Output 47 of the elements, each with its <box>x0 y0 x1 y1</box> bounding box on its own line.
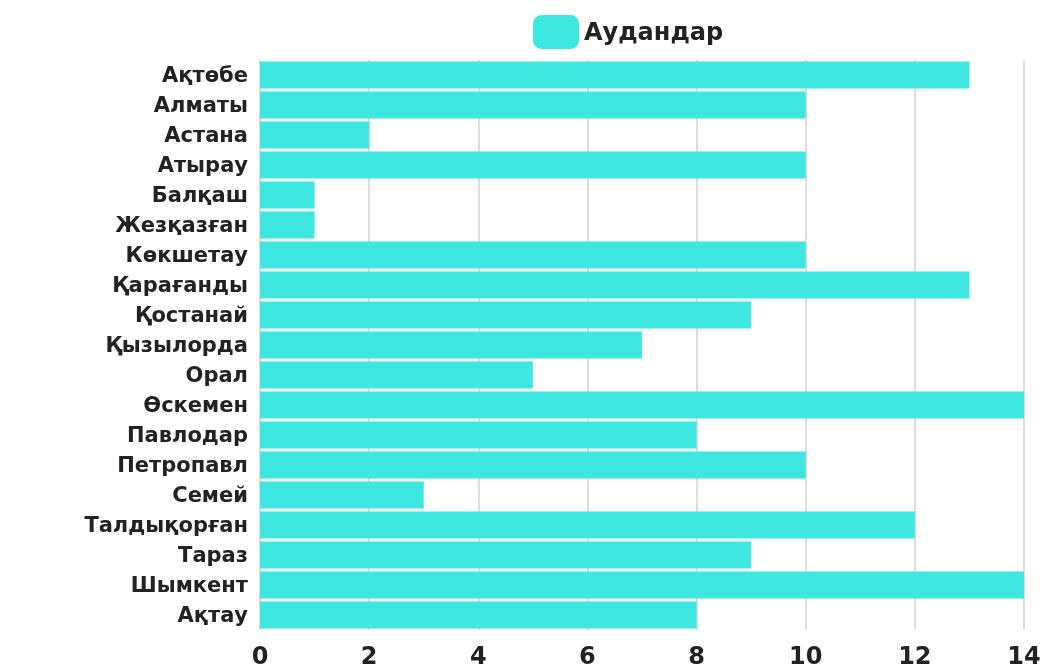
x-tick-label: 4 <box>469 642 487 668</box>
x-tick-label: 14 <box>1007 642 1041 668</box>
x-tick-label: 10 <box>789 642 823 668</box>
y-tick-label: Ақтөбе <box>161 63 248 87</box>
y-tick-label: Астана <box>164 123 248 147</box>
y-tick-label: Жезқазған <box>115 213 248 237</box>
legend-label: Аудандар <box>584 18 724 46</box>
bar <box>260 211 315 239</box>
bar <box>260 241 806 269</box>
y-tick-label: Алматы <box>153 93 248 117</box>
y-tick-label: Өскемен <box>143 393 248 417</box>
bar <box>260 151 806 179</box>
y-tick-label: Шымкент <box>130 573 249 597</box>
bar <box>260 571 1024 599</box>
bar <box>260 271 970 299</box>
bar <box>260 421 697 449</box>
bar <box>260 181 315 209</box>
bar <box>260 481 424 509</box>
y-tick-label: Қостанай <box>135 303 248 327</box>
y-tick-label: Қарағанды <box>112 273 248 297</box>
bar <box>260 541 752 569</box>
y-tick-label: Павлодар <box>126 423 248 447</box>
y-tick-label: Орал <box>185 363 248 387</box>
bar <box>260 511 915 539</box>
y-tick-label: Атырау <box>157 153 249 177</box>
bar <box>260 301 752 329</box>
y-tick-label: Талдықорған <box>84 513 248 537</box>
y-tick-label: Балқаш <box>151 183 248 207</box>
bar <box>260 121 370 149</box>
y-tick-label: Тараз <box>178 543 248 567</box>
bar <box>260 361 533 389</box>
x-tick-label: 8 <box>688 642 705 668</box>
y-tick-label: Семей <box>172 483 248 507</box>
bar <box>260 451 806 479</box>
y-tick-label: Ақтау <box>177 603 249 627</box>
bar <box>260 61 970 89</box>
x-tick-label: 6 <box>579 642 596 668</box>
bar <box>260 91 806 119</box>
x-tick-label: 12 <box>898 642 932 668</box>
bar <box>260 331 642 359</box>
y-tick-label: Көкшетау <box>125 243 249 267</box>
x-tick-label: 2 <box>360 642 378 668</box>
y-tick-label: Петропавл <box>117 453 248 477</box>
bar <box>260 391 1024 419</box>
x-tick-label: 0 <box>251 642 269 668</box>
y-tick-label: Қызылорда <box>105 333 248 357</box>
bar <box>260 601 697 629</box>
